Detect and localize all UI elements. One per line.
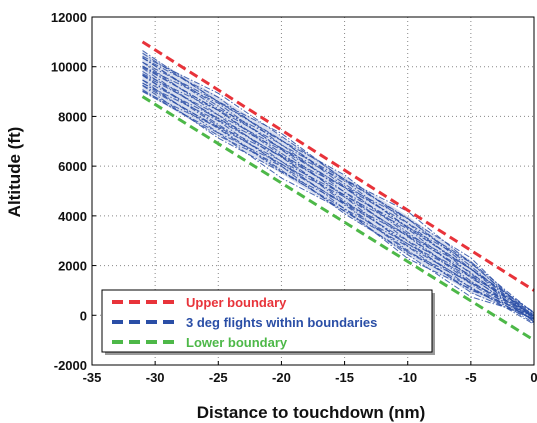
flight-track-line xyxy=(142,73,535,319)
y-tick-label: -2000 xyxy=(54,358,87,373)
series-lines xyxy=(141,40,535,342)
y-tick-label: 12000 xyxy=(51,10,87,25)
flight-track-line xyxy=(142,66,535,322)
x-tick-label: -5 xyxy=(465,370,477,385)
tick-labels: -35 -30 -25 -20 -15 -10 -5 0 -2000 0 2000 4000 6000 8… xyxy=(51,10,537,385)
x-tick-label: -20 xyxy=(272,370,291,385)
legend-label-flights: 3 deg flights within boundaries xyxy=(186,315,377,330)
y-tick-label: 8000 xyxy=(58,109,87,124)
flight-track-line xyxy=(142,55,535,317)
flight-track-line xyxy=(142,57,535,313)
series-line-0 xyxy=(141,40,535,292)
y-tick-label: 0 xyxy=(80,308,87,323)
flight-track-line xyxy=(142,70,535,323)
y-tick-label: 2000 xyxy=(58,259,87,274)
x-axis-label: Distance to touchdown (nm) xyxy=(197,403,426,422)
x-tick-label: -30 xyxy=(146,370,165,385)
y-axis-label: Altitude (ft) xyxy=(5,127,24,218)
legend-label-lower-boundary: Lower boundary xyxy=(186,335,288,350)
flight-track-line xyxy=(142,75,535,323)
series-line-2 xyxy=(141,95,535,342)
y-tick-label: 10000 xyxy=(51,60,87,75)
legend-label-upper-boundary: Upper boundary xyxy=(186,295,287,310)
legend: Upper boundary 3 deg flights within boun… xyxy=(101,289,435,355)
flight-track-line xyxy=(142,56,535,320)
y-tick-label: 4000 xyxy=(58,209,87,224)
x-tick-label: -10 xyxy=(398,370,417,385)
flight-track-line xyxy=(142,85,535,320)
x-tick-label: -35 xyxy=(83,370,102,385)
x-tick-label: 0 xyxy=(530,370,537,385)
plot-frame xyxy=(91,16,535,366)
x-tick-label: -15 xyxy=(335,370,354,385)
flight-track-line xyxy=(142,52,535,321)
flight-track-line xyxy=(142,82,535,317)
flight-band xyxy=(142,50,535,325)
x-tick-label: -25 xyxy=(209,370,228,385)
flight-track-line xyxy=(142,79,535,322)
flight-band-envelope xyxy=(142,51,534,321)
flight-track-line xyxy=(142,65,535,316)
flight-track-line xyxy=(142,89,535,325)
flight-track-line xyxy=(142,90,535,320)
flight-track-line xyxy=(142,84,535,324)
y-tick-label: 6000 xyxy=(58,159,87,174)
